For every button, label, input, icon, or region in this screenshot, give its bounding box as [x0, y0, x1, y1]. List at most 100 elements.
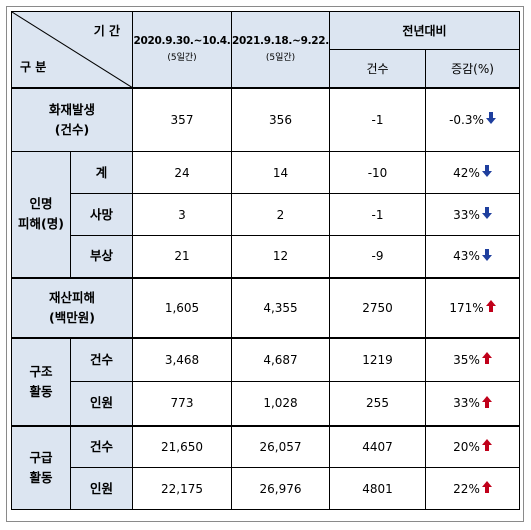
table-row: 구조 활동 건수 3,468 4,687 1219 35%: [11, 336, 521, 426]
header-2021: 2021.9.18.~9.22. (5일간): [231, 11, 330, 88]
row-label-property: 재산피해 (백만원): [11, 276, 133, 338]
group-label-line1: 구급: [29, 449, 53, 465]
row-label-injury: 부상: [70, 235, 133, 278]
cell-diff: -1: [329, 193, 426, 236]
category-label: 구 분: [20, 59, 47, 74]
cell-2020: 3: [132, 193, 232, 236]
cell-pct: 43%: [424, 235, 521, 278]
pct-value: 35%: [453, 352, 480, 367]
group-label-line2: 활동: [29, 469, 53, 485]
group-label-line1: 인명: [29, 196, 53, 212]
table-row: 부상 21 12 -9 43%: [12, 235, 521, 278]
cell-pct: 42%: [424, 151, 521, 194]
cell-2020: 3,468: [132, 336, 232, 382]
cell-pct: 171%: [424, 276, 521, 338]
header-2020: 2020.9.30.~10.4. (5일간): [132, 11, 232, 88]
cell-diff: -1: [329, 86, 426, 152]
cell-2020: 357: [132, 86, 232, 152]
row-group-ems: 구급 활동: [11, 424, 71, 510]
cell-2021: 1,028: [231, 381, 330, 426]
group-label-line2: 활동: [29, 383, 53, 399]
pct-value: 33%: [453, 396, 480, 411]
row-label-ems-people: 인원: [70, 467, 133, 510]
row-label-death: 사망: [70, 193, 133, 236]
down-arrow-icon: [481, 207, 492, 222]
cell-2020: 773: [132, 381, 232, 426]
cell-2021: 4,687: [231, 336, 330, 382]
table-row: 화재발생 (건수) 357 356 -1 -0.3%: [11, 86, 521, 152]
cell-pct: 33%: [424, 193, 521, 236]
pct-value: 43%: [453, 249, 480, 264]
header-2020-date: 2020.9.30.~10.4.: [133, 35, 231, 48]
pct-value: 171%: [449, 300, 484, 315]
cell-diff: 4801: [329, 467, 426, 510]
up-arrow-icon: [485, 300, 496, 315]
cell-pct: -0.3%: [424, 86, 521, 152]
table-row: 인원 22,175 26,976 4801 22%: [12, 467, 521, 510]
pct-value: -0.3%: [449, 112, 484, 127]
cell-diff: 255: [329, 381, 426, 426]
cell-2021: 26,057: [231, 424, 330, 468]
table-row: 인원 773 1,028 255 33%: [12, 381, 521, 426]
row-label-fire: 화재발생 (건수): [11, 86, 133, 152]
up-arrow-icon: [481, 352, 492, 367]
row-label-line2: (건수): [54, 121, 90, 137]
diagonal-divider: [12, 12, 133, 88]
cell-2020: 21,650: [132, 424, 232, 468]
table-row: 구급 활동 건수 21,650 26,057 4407 20%: [11, 424, 521, 510]
up-arrow-icon: [481, 395, 492, 411]
row-label-line1: 재산피해: [48, 289, 95, 305]
row-label-rescue-people: 인원: [70, 381, 133, 426]
cell-2020: 1,605: [132, 276, 232, 338]
row-label-line2: (백만원): [49, 309, 95, 325]
row-group-rescue: 구조 활동: [11, 336, 71, 426]
header-2020-days: (5일간): [167, 53, 197, 64]
header-change: 증감(%): [424, 49, 521, 88]
cell-pct: 20%: [424, 424, 521, 468]
cell-pct: 35%: [424, 336, 521, 382]
cell-diff: 1219: [329, 336, 426, 382]
header-2021-date: 2021.9.18.~9.22.: [232, 35, 330, 48]
down-arrow-icon: [481, 248, 492, 264]
group-label-line2: 피해(명): [18, 216, 64, 232]
row-label-line1: 화재발생: [48, 101, 95, 117]
cell-diff: -9: [329, 235, 426, 278]
row-label-ems-count: 건수: [70, 424, 133, 468]
fire-statistics-table: 기 간 구 분 2020.9.30.~10.4. (5일간) 2021.9.18…: [11, 11, 521, 510]
cell-2021: 12: [231, 235, 330, 278]
cell-2020: 21: [132, 235, 232, 278]
row-group-casualty: 인명 피해(명): [11, 151, 71, 278]
table-row: 인명 피해(명) 계 24 14 -10 42%: [11, 151, 521, 278]
row-label-rescue-count: 건수: [70, 336, 133, 382]
header-corner-cell: 기 간 구 분: [11, 11, 133, 88]
cell-2021: 14: [231, 151, 330, 194]
cell-diff: 2750: [329, 276, 426, 338]
cell-2021: 26,976: [231, 467, 330, 510]
cell-2021: 356: [231, 86, 330, 152]
up-arrow-icon: [481, 481, 492, 496]
cell-pct: 22%: [424, 467, 521, 510]
cell-pct: 33%: [424, 381, 521, 426]
group-label-line1: 구조: [29, 363, 53, 379]
header-yoy: 전년대비: [328, 11, 521, 50]
table-frame: [6, 6, 524, 522]
pct-value: 20%: [453, 439, 480, 454]
pct-value: 42%: [453, 165, 480, 180]
cell-2020: 24: [132, 151, 232, 194]
pct-value: 22%: [453, 481, 480, 496]
cell-2021: 2: [231, 193, 330, 236]
period-label: 기 간: [93, 24, 120, 38]
row-label-total: 계: [70, 151, 133, 194]
up-arrow-icon: [481, 439, 492, 454]
cell-2020: 22,175: [132, 467, 232, 510]
table-row: 사망 3 2 -1 33%: [12, 193, 521, 236]
pct-value: 33%: [453, 207, 480, 222]
cell-diff: -10: [329, 151, 426, 194]
down-arrow-icon: [481, 165, 492, 180]
cell-diff: 4407: [329, 424, 426, 468]
header-2021-days: (5일간): [265, 53, 296, 64]
cell-2021: 4,355: [231, 276, 330, 338]
header-count: 건수: [329, 49, 426, 88]
down-arrow-icon: [485, 112, 496, 127]
table-row: 재산피해 (백만원) 1,605 4,355 2750 171%: [11, 276, 521, 338]
